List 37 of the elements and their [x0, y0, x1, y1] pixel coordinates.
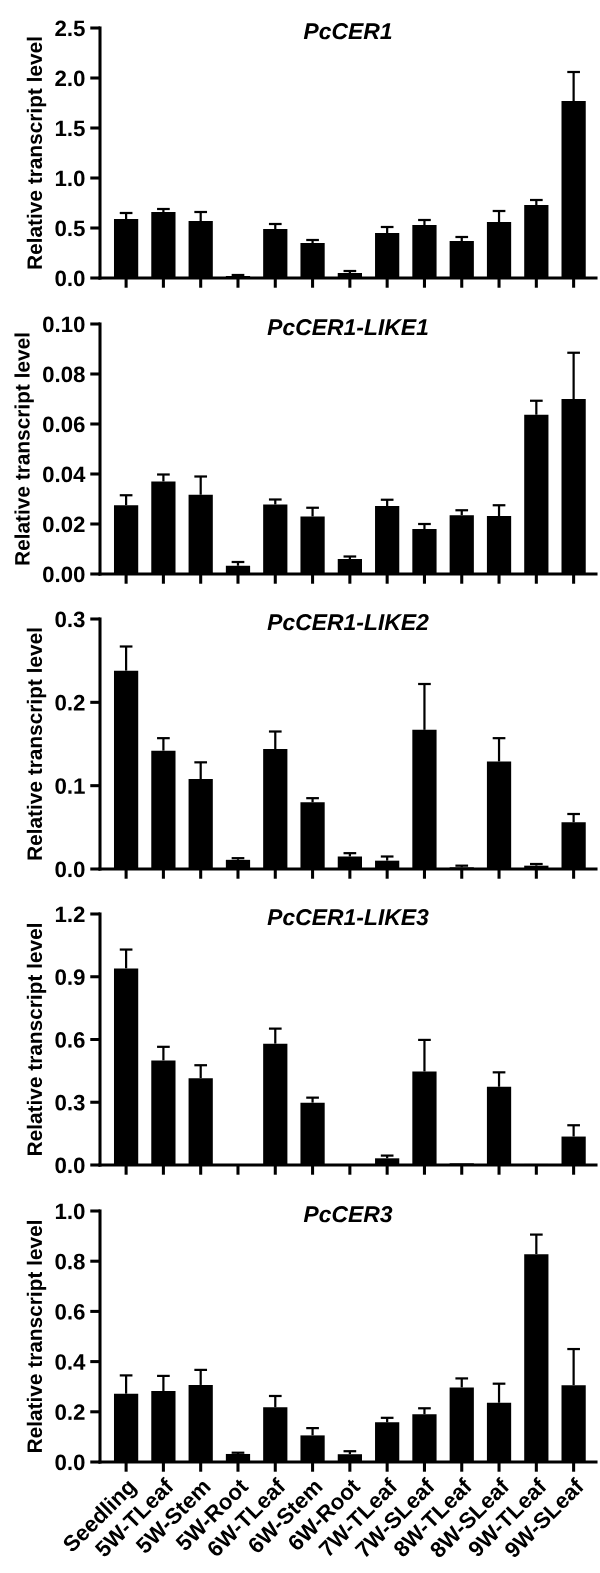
y-tick-label: 1.5 [55, 120, 85, 137]
chart-title: PcCER1-LIKE1 [267, 319, 428, 336]
chart-title: PcCER1-LIKE3 [267, 909, 429, 926]
y-tick-label: 0.0 [55, 1454, 85, 1471]
y-tick-label: 0.00 [43, 566, 85, 583]
y-tick-label: 2.0 [55, 70, 85, 87]
y-axis-title: Relative transcript level [26, 37, 47, 269]
y-tick-label: 0.6 [55, 1032, 85, 1048]
y-tick-label: 0.3 [55, 1094, 85, 1111]
y-tick-label: 1.0 [55, 1203, 85, 1220]
y-axis-title: Relative transcript level [26, 1221, 47, 1453]
y-tick-label: 0.3 [55, 611, 85, 628]
y-tick-label: 0.2 [55, 694, 85, 711]
y-tick-label: 0.1 [55, 778, 85, 794]
y-tick-label: 0.08 [43, 366, 85, 383]
y-tick-label: 0.04 [43, 466, 86, 483]
y-tick-label: 0.06 [43, 416, 85, 433]
y-tick-label: 2.5 [55, 20, 85, 37]
y-tick-label: 1.2 [55, 906, 85, 923]
y-tick-label: 1.0 [55, 170, 85, 187]
chart-title: PcCER1-LIKE2 [267, 614, 429, 631]
y-tick-label: 0.6 [55, 1303, 85, 1320]
chart-title: PcCER1 [303, 23, 392, 40]
y-axis-title: Relative transcript level [26, 628, 47, 860]
y-tick-label: 0.0 [55, 1157, 85, 1174]
chart-title: PcCER3 [303, 1206, 393, 1223]
y-tick-label: 0.8 [55, 1253, 85, 1270]
y-tick-label: 0.10 [43, 316, 85, 333]
y-axis-title: Relative transcript level [26, 924, 47, 1156]
y-tick-label: 0.5 [55, 220, 85, 237]
y-tick-label: 0.0 [55, 861, 85, 878]
y-tick-label: 0.02 [43, 516, 85, 533]
y-tick-label: 0.9 [55, 969, 85, 986]
y-tick-label: 0.0 [55, 270, 85, 287]
y-tick-label: 0.2 [55, 1404, 85, 1421]
y-tick-label: 0.4 [55, 1354, 86, 1370]
y-axis-title: Relative transcript level [14, 333, 34, 565]
